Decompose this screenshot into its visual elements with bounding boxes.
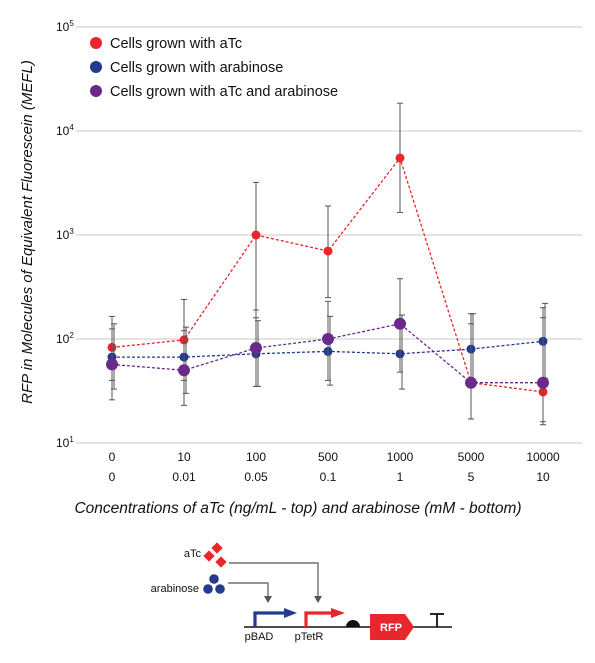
ptetr-promoter-icon	[304, 611, 332, 627]
arabinose-molecule-icon	[203, 584, 213, 594]
x-category-labels: 0 10 100 500 1000 5000 10000 0 0.01 0.05 0.1 1 5 10	[109, 450, 560, 484]
x-tick-label-top: 10000	[526, 450, 560, 464]
data-point	[394, 317, 406, 330]
genetic-circuit-diagram: aTc arabinose pBAD pTetR RFP	[151, 542, 452, 643]
pbad-label: pBAD	[245, 631, 274, 643]
series-3	[106, 278, 549, 423]
rbs-icon	[346, 620, 360, 627]
data-point	[251, 230, 261, 240]
legend: Cells grown with aTc Cells grown with ara…	[90, 36, 338, 100]
atc-arrowhead	[314, 596, 322, 603]
x-tick-label-bottom: 5	[468, 470, 475, 484]
legend-marker	[90, 37, 102, 49]
data-point	[178, 364, 190, 377]
y-tick-label: 105	[56, 19, 74, 34]
data-point	[106, 358, 118, 371]
y-tick-label: 103	[56, 227, 74, 242]
legend-marker	[90, 85, 102, 97]
series-layer	[106, 102, 549, 426]
legend-marker	[90, 61, 102, 73]
atc-activation-arrow	[229, 562, 319, 597]
legend-label: Cells grown with arabinose	[110, 60, 283, 76]
x-tick-label-bottom: 0	[109, 470, 116, 484]
data-point	[322, 333, 334, 345]
data-point	[250, 341, 262, 354]
rfp-gene-icon	[370, 614, 414, 640]
atc-molecule-icon	[211, 542, 223, 554]
x-tick-label-bottom: 0.05	[244, 470, 268, 484]
arabinose-molecule-icon	[209, 574, 219, 584]
arabinose-activation-arrow	[228, 582, 269, 597]
x-tick-label-top: 1000	[387, 450, 414, 464]
ptetr-label: pTetR	[295, 631, 324, 643]
y-axis-label: RFP in Molecules of Equivalent Fluoresce…	[19, 60, 36, 404]
x-tick-label-top: 500	[318, 450, 338, 464]
x-tick-label-bottom: 10	[536, 470, 550, 484]
x-axis-label: Concentrations of aTc (ng/mL - top) and …	[74, 500, 521, 517]
data-point	[537, 376, 549, 389]
data-point	[465, 376, 477, 389]
x-tick-label-top: 10	[177, 450, 191, 464]
pbad-promoter-icon	[253, 611, 285, 627]
x-tick-label-bottom: 1	[397, 470, 404, 484]
arabinose-molecule-icon	[215, 584, 225, 594]
data-point	[395, 153, 405, 163]
y-tick-label: 104	[56, 123, 74, 138]
arabinose-label: arabinose	[151, 583, 199, 595]
data-point	[323, 246, 333, 256]
gridlines	[76, 26, 582, 444]
y-tick-label: 101	[56, 435, 74, 450]
x-tick-label-top: 0	[109, 450, 116, 464]
arabinose-arrowhead	[264, 596, 272, 603]
x-tick-label-bottom: 0.01	[172, 470, 196, 484]
y-tick-labels: 105 104 103 102 101	[56, 19, 74, 450]
legend-label: Cells grown with aTc	[110, 36, 242, 52]
atc-label: aTc	[184, 548, 202, 560]
atc-molecule-icon	[203, 550, 215, 562]
rfp-gene-label: RFP	[380, 622, 402, 634]
y-tick-label: 102	[56, 331, 74, 346]
x-tick-label-bottom: 0.1	[320, 470, 337, 484]
legend-label: Cells grown with aTc and arabinose	[110, 84, 338, 100]
x-tick-label-top: 5000	[458, 450, 485, 464]
ptetr-promoter-arrowhead	[331, 608, 345, 618]
atc-molecule-icon	[215, 556, 227, 568]
x-tick-label-top: 100	[246, 450, 266, 464]
pbad-promoter-arrowhead	[284, 608, 297, 618]
